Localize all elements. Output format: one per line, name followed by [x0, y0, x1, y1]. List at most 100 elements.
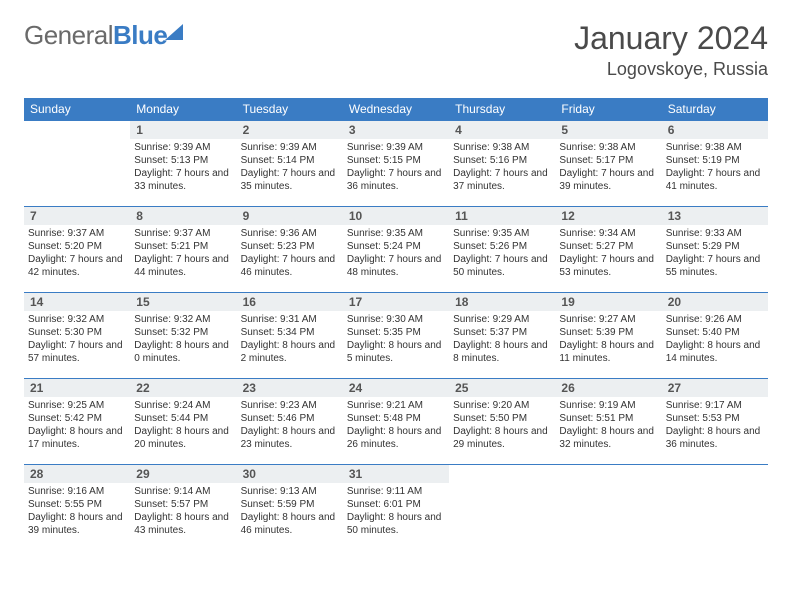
day-number: 12	[555, 207, 661, 225]
daylight-line: Daylight: 7 hours and 35 minutes.	[241, 167, 339, 193]
day-details: Sunrise: 9:26 AMSunset: 5:40 PMDaylight:…	[662, 311, 768, 369]
daylight-line: Daylight: 8 hours and 11 minutes.	[559, 339, 657, 365]
day-details: Sunrise: 9:37 AMSunset: 5:21 PMDaylight:…	[130, 225, 236, 283]
sunrise-line: Sunrise: 9:29 AM	[453, 313, 551, 326]
sunrise-line: Sunrise: 9:25 AM	[28, 399, 126, 412]
sunset-line: Sunset: 5:19 PM	[666, 154, 764, 167]
day-cell: 19Sunrise: 9:27 AMSunset: 5:39 PMDayligh…	[555, 293, 661, 379]
sunrise-line: Sunrise: 9:17 AM	[666, 399, 764, 412]
sunrise-line: Sunrise: 9:39 AM	[347, 141, 445, 154]
day-number: 25	[449, 379, 555, 397]
day-cell: 7Sunrise: 9:37 AMSunset: 5:20 PMDaylight…	[24, 207, 130, 293]
location-label: Logovskoye, Russia	[574, 59, 768, 80]
sunset-line: Sunset: 5:48 PM	[347, 412, 445, 425]
sunrise-line: Sunrise: 9:14 AM	[134, 485, 232, 498]
day-number: 21	[24, 379, 130, 397]
logo: GeneralBlue	[24, 20, 183, 51]
day-details: Sunrise: 9:11 AMSunset: 6:01 PMDaylight:…	[343, 483, 449, 541]
sunrise-line: Sunrise: 9:13 AM	[241, 485, 339, 498]
sunset-line: Sunset: 5:14 PM	[241, 154, 339, 167]
daylight-line: Daylight: 8 hours and 2 minutes.	[241, 339, 339, 365]
day-details: Sunrise: 9:38 AMSunset: 5:17 PMDaylight:…	[555, 139, 661, 197]
sunset-line: Sunset: 5:39 PM	[559, 326, 657, 339]
day-details: Sunrise: 9:17 AMSunset: 5:53 PMDaylight:…	[662, 397, 768, 455]
sunrise-line: Sunrise: 9:38 AM	[666, 141, 764, 154]
dow-monday: Monday	[130, 98, 236, 121]
day-number: 4	[449, 121, 555, 139]
sunset-line: Sunset: 5:50 PM	[453, 412, 551, 425]
sunrise-line: Sunrise: 9:32 AM	[134, 313, 232, 326]
daylight-line: Daylight: 8 hours and 46 minutes.	[241, 511, 339, 537]
day-cell: 29Sunrise: 9:14 AMSunset: 5:57 PMDayligh…	[130, 465, 236, 551]
sunset-line: Sunset: 5:16 PM	[453, 154, 551, 167]
day-cell: 16Sunrise: 9:31 AMSunset: 5:34 PMDayligh…	[237, 293, 343, 379]
day-cell: 1Sunrise: 9:39 AMSunset: 5:13 PMDaylight…	[130, 121, 236, 207]
day-number: 28	[24, 465, 130, 483]
day-cell: 6Sunrise: 9:38 AMSunset: 5:19 PMDaylight…	[662, 121, 768, 207]
day-details: Sunrise: 9:13 AMSunset: 5:59 PMDaylight:…	[237, 483, 343, 541]
week-row: 14Sunrise: 9:32 AMSunset: 5:30 PMDayligh…	[24, 293, 768, 379]
sunrise-line: Sunrise: 9:38 AM	[453, 141, 551, 154]
day-cell: 5Sunrise: 9:38 AMSunset: 5:17 PMDaylight…	[555, 121, 661, 207]
daylight-line: Daylight: 7 hours and 41 minutes.	[666, 167, 764, 193]
header: GeneralBlue January 2024 Logovskoye, Rus…	[24, 20, 768, 80]
day-details: Sunrise: 9:32 AMSunset: 5:30 PMDaylight:…	[24, 311, 130, 369]
sunset-line: Sunset: 5:27 PM	[559, 240, 657, 253]
day-cell: 4Sunrise: 9:38 AMSunset: 5:16 PMDaylight…	[449, 121, 555, 207]
sunrise-line: Sunrise: 9:38 AM	[559, 141, 657, 154]
day-cell: 11Sunrise: 9:35 AMSunset: 5:26 PMDayligh…	[449, 207, 555, 293]
sunrise-line: Sunrise: 9:34 AM	[559, 227, 657, 240]
day-cell	[449, 465, 555, 551]
sunrise-line: Sunrise: 9:35 AM	[347, 227, 445, 240]
daylight-line: Daylight: 7 hours and 44 minutes.	[134, 253, 232, 279]
day-number: 15	[130, 293, 236, 311]
day-number: 11	[449, 207, 555, 225]
daylight-line: Daylight: 8 hours and 0 minutes.	[134, 339, 232, 365]
day-number: 18	[449, 293, 555, 311]
sunset-line: Sunset: 5:53 PM	[666, 412, 764, 425]
daylight-line: Daylight: 8 hours and 8 minutes.	[453, 339, 551, 365]
sunset-line: Sunset: 5:59 PM	[241, 498, 339, 511]
sunset-line: Sunset: 5:55 PM	[28, 498, 126, 511]
day-details: Sunrise: 9:16 AMSunset: 5:55 PMDaylight:…	[24, 483, 130, 541]
sunset-line: Sunset: 6:01 PM	[347, 498, 445, 511]
sunrise-line: Sunrise: 9:39 AM	[241, 141, 339, 154]
day-number: 6	[662, 121, 768, 139]
daylight-line: Daylight: 7 hours and 36 minutes.	[347, 167, 445, 193]
day-details: Sunrise: 9:39 AMSunset: 5:13 PMDaylight:…	[130, 139, 236, 197]
sunset-line: Sunset: 5:42 PM	[28, 412, 126, 425]
daylight-line: Daylight: 8 hours and 17 minutes.	[28, 425, 126, 451]
day-details: Sunrise: 9:35 AMSunset: 5:26 PMDaylight:…	[449, 225, 555, 283]
sunrise-line: Sunrise: 9:37 AM	[134, 227, 232, 240]
day-cell: 8Sunrise: 9:37 AMSunset: 5:21 PMDaylight…	[130, 207, 236, 293]
sunrise-line: Sunrise: 9:19 AM	[559, 399, 657, 412]
day-number: 16	[237, 293, 343, 311]
sunset-line: Sunset: 5:23 PM	[241, 240, 339, 253]
sunrise-line: Sunrise: 9:26 AM	[666, 313, 764, 326]
daylight-line: Daylight: 8 hours and 20 minutes.	[134, 425, 232, 451]
day-details: Sunrise: 9:21 AMSunset: 5:48 PMDaylight:…	[343, 397, 449, 455]
day-details: Sunrise: 9:36 AMSunset: 5:23 PMDaylight:…	[237, 225, 343, 283]
sunrise-line: Sunrise: 9:30 AM	[347, 313, 445, 326]
day-cell	[555, 465, 661, 551]
daylight-line: Daylight: 7 hours and 50 minutes.	[453, 253, 551, 279]
daylight-line: Daylight: 7 hours and 46 minutes.	[241, 253, 339, 279]
day-details: Sunrise: 9:39 AMSunset: 5:14 PMDaylight:…	[237, 139, 343, 197]
day-number: 30	[237, 465, 343, 483]
day-details: Sunrise: 9:38 AMSunset: 5:19 PMDaylight:…	[662, 139, 768, 197]
day-number: 9	[237, 207, 343, 225]
day-number: 20	[662, 293, 768, 311]
day-cell	[24, 121, 130, 207]
day-details: Sunrise: 9:35 AMSunset: 5:24 PMDaylight:…	[343, 225, 449, 283]
dow-friday: Friday	[555, 98, 661, 121]
day-cell: 27Sunrise: 9:17 AMSunset: 5:53 PMDayligh…	[662, 379, 768, 465]
sunrise-line: Sunrise: 9:35 AM	[453, 227, 551, 240]
daylight-line: Daylight: 8 hours and 50 minutes.	[347, 511, 445, 537]
day-number: 24	[343, 379, 449, 397]
sunrise-line: Sunrise: 9:31 AM	[241, 313, 339, 326]
dow-saturday: Saturday	[662, 98, 768, 121]
day-details: Sunrise: 9:29 AMSunset: 5:37 PMDaylight:…	[449, 311, 555, 369]
sunset-line: Sunset: 5:13 PM	[134, 154, 232, 167]
daylight-line: Daylight: 7 hours and 42 minutes.	[28, 253, 126, 279]
day-number: 5	[555, 121, 661, 139]
